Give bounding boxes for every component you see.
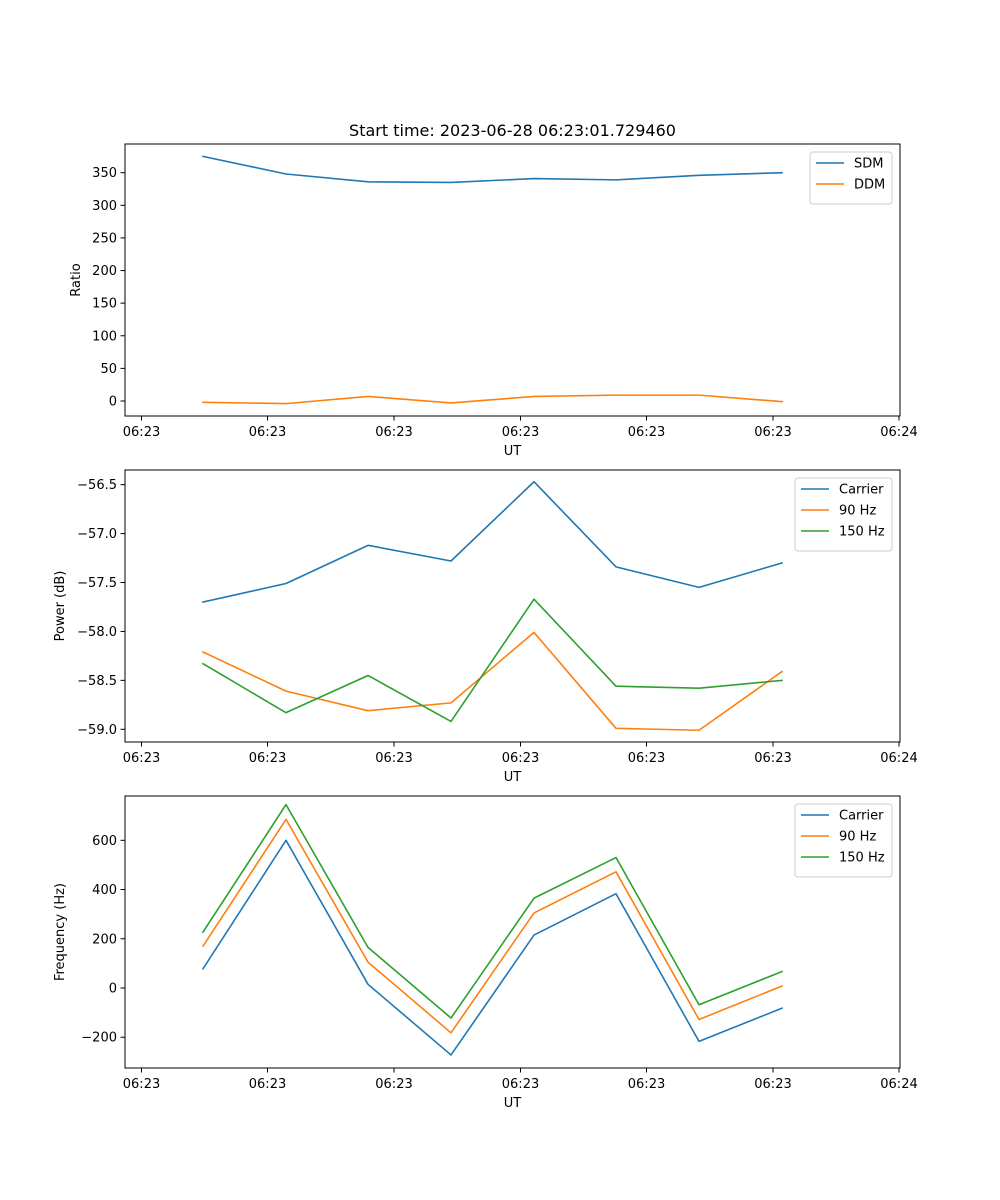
y-tick-label: 100: [92, 329, 117, 344]
legend-entry-label: 150 Hz: [839, 851, 885, 866]
y-tick-label: −57.5: [77, 576, 117, 591]
legend-box: [794, 477, 893, 552]
x-tick-label: 06:23: [123, 425, 160, 440]
x-tick-label: 06:23: [375, 1077, 412, 1092]
x-tick-label: 06:23: [754, 751, 791, 766]
x-axis-label: UT: [504, 444, 522, 459]
x-tick-label: 06:23: [375, 425, 412, 440]
x-tick-label: 06:23: [249, 751, 286, 766]
series-line-90-hz: [201, 631, 784, 732]
y-tick-label: 150: [92, 297, 117, 312]
y-tick-label: 400: [92, 883, 117, 898]
x-tick-label: 06:23: [754, 425, 791, 440]
legend-entry-label: 90 Hz: [839, 504, 876, 519]
y-axis-label: Frequency (Hz): [53, 883, 68, 981]
legend-entry-label: 90 Hz: [839, 830, 876, 845]
y-tick-label: 200: [92, 932, 117, 947]
y-tick-label: 0: [109, 982, 117, 997]
axes-frame: [124, 469, 901, 743]
x-tick-label: 06:24: [880, 425, 917, 440]
legend-box: [809, 151, 893, 205]
y-tick-label: 200: [92, 264, 117, 279]
y-tick-label: 350: [92, 166, 117, 181]
x-axis-label: UT: [504, 1096, 522, 1111]
series-line-carrier: [201, 839, 784, 1056]
series-line-ddm: [202, 394, 783, 405]
y-tick-label: 600: [92, 834, 117, 849]
x-axis-label: UT: [504, 770, 522, 785]
y-tick-label: −58.0: [77, 625, 117, 640]
series-line-carrier: [202, 480, 783, 604]
x-tick-label: 06:23: [502, 425, 539, 440]
y-tick-label: −59.0: [77, 723, 117, 738]
series-line-150-hz: [201, 598, 783, 723]
subplots: 06:23 06:23 06:23 06:23 06:23 06:23 06:24 0 50 10…: [53, 143, 918, 1111]
subplot-1: 06:23 06:23 06:23 06:23 06:23 06:23 06:24 0 50 10…: [69, 143, 918, 459]
subplot-2: 06:23 06:23 06:23 06:23 06:23 06:23 06:24 −59.0…: [53, 469, 918, 785]
legend: Carrier 90 Hz 150 Hz: [794, 803, 893, 878]
legend-entry-label: 150 Hz: [839, 525, 885, 540]
figure-title: Start time: 2023-06-28 06:23:01.729460: [349, 121, 676, 140]
subplot-3: 06:23 06:23 06:23 06:23 06:23 06:23 06:24 −200 0…: [53, 795, 918, 1111]
legend-entry-label: Carrier: [839, 809, 884, 824]
y-tick-label: −56.5: [77, 478, 117, 493]
legend-entry-label: Carrier: [839, 483, 884, 498]
y-tick-label: 250: [92, 231, 117, 246]
y-tick-label: −57.0: [77, 527, 117, 542]
x-tick-label: 06:23: [249, 425, 286, 440]
legend: Carrier 90 Hz 150 Hz: [794, 477, 893, 552]
legend-box: [794, 803, 893, 878]
x-tick-label: 06:23: [628, 1077, 665, 1092]
x-tick-label: 06:23: [502, 1077, 539, 1092]
y-tick-label: 50: [100, 362, 117, 377]
x-tick-label: 06:23: [249, 1077, 286, 1092]
y-axis-label: Power (dB): [53, 571, 68, 642]
axes-frame: [124, 795, 901, 1069]
x-tick-label: 06:23: [754, 1077, 791, 1092]
series-line-150-hz: [201, 803, 784, 1019]
x-tick-label: 06:24: [880, 751, 917, 766]
x-tick-label: 06:23: [628, 425, 665, 440]
series-line-90-hz: [201, 818, 784, 1034]
x-tick-label: 06:23: [375, 751, 412, 766]
y-tick-label: −200: [81, 1031, 117, 1046]
y-tick-label: −58.5: [77, 674, 117, 689]
legend: SDM DDM: [809, 151, 893, 205]
series-line-sdm: [202, 155, 783, 184]
y-tick-label: 300: [92, 199, 117, 214]
x-tick-label: 06:23: [628, 751, 665, 766]
y-tick-label: 0: [109, 394, 117, 409]
x-tick-label: 06:23: [123, 751, 160, 766]
x-tick-label: 06:24: [880, 1077, 917, 1092]
axes-frame: [124, 143, 901, 417]
x-tick-label: 06:23: [502, 751, 539, 766]
y-axis-label: Ratio: [69, 263, 84, 296]
legend-entry-label: SDM: [854, 157, 883, 172]
x-tick-label: 06:23: [123, 1077, 160, 1092]
legend-entry-label: DDM: [854, 178, 885, 193]
